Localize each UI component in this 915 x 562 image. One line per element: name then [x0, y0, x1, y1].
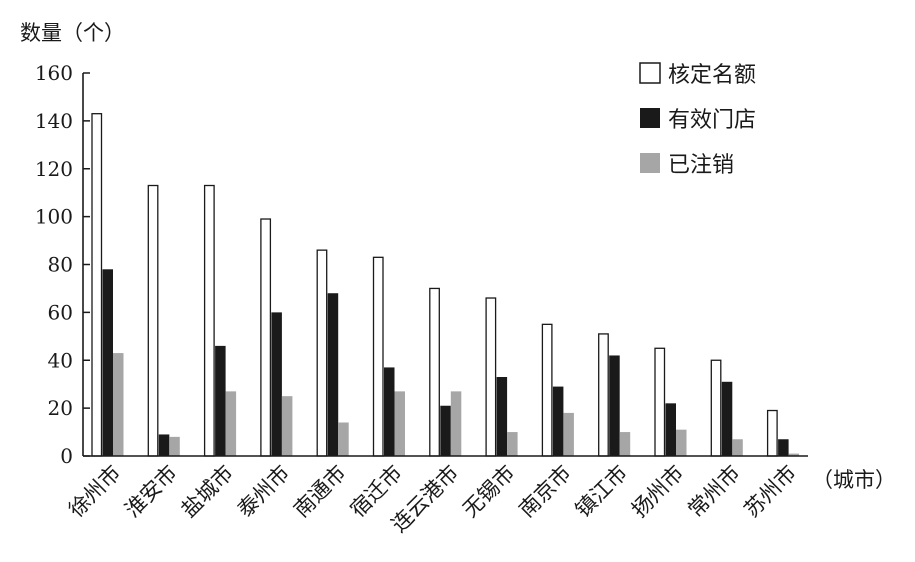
bar-cancelled [225, 391, 237, 456]
bar-cancelled [450, 391, 462, 456]
x-tick-label: 徐州市 [64, 461, 126, 523]
legend-label-active: 有效门店 [668, 108, 756, 133]
y-tick-label: 40 [48, 348, 73, 372]
bar-active [158, 434, 170, 456]
bar-quota [654, 347, 666, 457]
bar-active [215, 345, 226, 456]
y-tick-label: 80 [48, 253, 73, 277]
y-tick-label: 20 [48, 396, 73, 420]
bar-active [778, 439, 789, 456]
bar-active [327, 293, 339, 456]
bar-cancelled [732, 439, 743, 456]
bar-active [552, 386, 564, 456]
y-tick-label: 120 [35, 157, 73, 181]
x-tick-label: 常州市 [683, 461, 745, 523]
x-tick-label: 盐城市 [177, 461, 239, 523]
bar-active [609, 355, 620, 456]
bar-active [102, 269, 113, 456]
x-tick-label: 无锡市 [458, 461, 520, 523]
y-tick-label: 100 [35, 205, 73, 229]
bar-quota [372, 256, 384, 457]
bar-quota [203, 184, 215, 457]
y-axis: 0 20 40 60 80 100 120 140 160 [35, 61, 90, 468]
bar-quota [766, 409, 778, 457]
x-tick-label: 南京市 [514, 461, 576, 523]
legend-swatch-cancelled [640, 153, 660, 173]
bar-quota [541, 323, 553, 457]
bars [91, 113, 800, 457]
x-tick-label: 苏州市 [740, 461, 802, 523]
y-tick-label: 60 [48, 300, 73, 324]
bar-cancelled [676, 429, 687, 456]
x-tick-label: 南通市 [289, 461, 351, 523]
bar-cancelled [788, 453, 800, 456]
bar-quota [429, 287, 440, 457]
bar-quota [710, 359, 722, 457]
bar-cancelled [169, 436, 180, 456]
bar-cancelled [113, 353, 124, 456]
bar-active [440, 405, 451, 456]
y-tick-label: 160 [35, 61, 73, 85]
legend-label-cancelled: 已注销 [668, 153, 734, 178]
bar-quota [316, 249, 328, 457]
bar-quota [147, 184, 159, 457]
y-tick-label: 140 [35, 109, 73, 133]
bar-cancelled [394, 391, 405, 456]
bar-cancelled [563, 412, 574, 456]
bar-quota [598, 333, 609, 457]
x-tick-label: 淮安市 [120, 461, 182, 523]
bar-active [384, 367, 395, 456]
bar-cancelled [281, 396, 293, 456]
bar-active [271, 312, 282, 456]
legend-swatch-quota [639, 62, 661, 84]
legend-label-quota: 核定名额 [668, 63, 756, 88]
legend-swatch-active [640, 108, 660, 128]
x-axis-label: （城市） [812, 468, 896, 492]
y-axis-label: 数量（个） [20, 21, 125, 45]
bar-quota [260, 218, 272, 457]
bar-cancelled [619, 432, 631, 456]
x-tick-label: 扬州市 [627, 461, 689, 523]
x-tick-label: 镇江市 [571, 461, 633, 523]
bar-quota [91, 113, 103, 457]
bar-quota [485, 297, 497, 457]
bar-cancelled [338, 422, 349, 456]
x-tick-label: 泰州市 [233, 461, 295, 523]
bar-active [665, 403, 676, 456]
bar-active [496, 377, 508, 456]
bar-cancelled [507, 432, 518, 456]
bar-active [721, 381, 733, 456]
y-tick-label: 0 [60, 444, 73, 468]
